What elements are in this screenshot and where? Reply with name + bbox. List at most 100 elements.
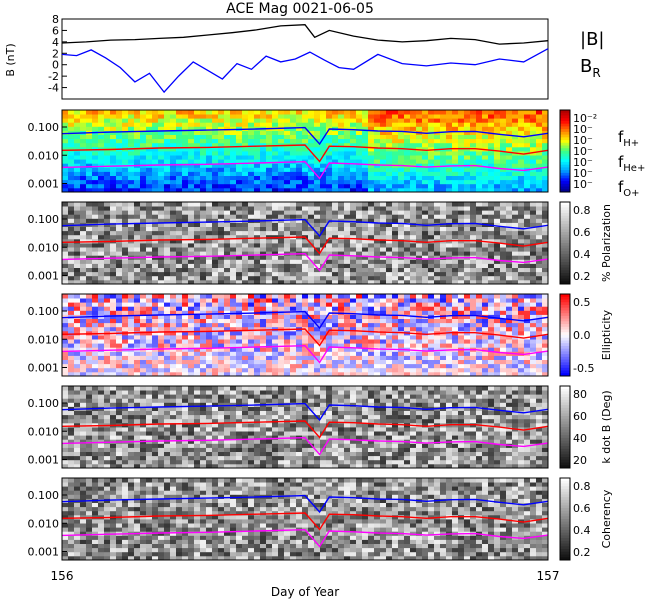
heatmap-cell bbox=[182, 310, 189, 315]
heatmap-cell bbox=[464, 226, 471, 232]
heatmap-cell bbox=[212, 210, 219, 215]
heatmap-cell bbox=[254, 359, 261, 365]
heatmap-cell bbox=[476, 355, 483, 360]
heatmap-cell bbox=[278, 163, 285, 168]
heatmap-cell bbox=[482, 210, 489, 215]
heatmap-cell bbox=[476, 122, 483, 127]
heatmap-cell bbox=[500, 314, 507, 319]
heatmap-cell bbox=[266, 322, 273, 328]
heatmap-cell bbox=[506, 263, 513, 268]
heatmap-cell bbox=[476, 322, 483, 328]
heatmap-cell bbox=[158, 118, 165, 123]
heatmap-cell bbox=[506, 222, 513, 227]
heatmap-cell bbox=[182, 263, 189, 268]
heatmap-cell bbox=[338, 335, 345, 340]
heatmap-cell bbox=[326, 130, 333, 135]
heatmap-cell bbox=[314, 271, 321, 277]
heatmap-cell bbox=[146, 363, 153, 369]
heatmap-cell bbox=[368, 163, 375, 168]
heatmap-cell bbox=[170, 151, 177, 156]
heatmap-cell bbox=[188, 179, 195, 185]
heatmap-cell bbox=[314, 226, 321, 232]
heatmap-cell bbox=[224, 359, 231, 365]
heatmap-cell bbox=[164, 122, 171, 127]
heatmap-cell bbox=[248, 271, 255, 277]
heatmap-cell bbox=[452, 234, 459, 240]
heatmap-cell bbox=[110, 351, 117, 356]
heatmap-cell bbox=[446, 279, 453, 285]
heatmap-cell bbox=[116, 243, 123, 248]
heatmap-cell bbox=[284, 118, 291, 123]
heatmap-cell bbox=[128, 271, 135, 277]
heatmap-cell bbox=[92, 306, 99, 311]
heatmap-cell bbox=[320, 259, 327, 264]
heatmap-cell bbox=[266, 339, 273, 344]
heatmap-cell bbox=[74, 339, 81, 344]
heatmap-cell bbox=[536, 138, 543, 144]
heatmap-cell bbox=[170, 142, 177, 148]
heatmap-cell bbox=[332, 238, 339, 244]
heatmap-cell bbox=[500, 183, 507, 189]
heatmap-cell bbox=[272, 238, 279, 244]
heatmap-cell bbox=[242, 267, 249, 273]
heatmap-cell bbox=[416, 279, 423, 285]
heatmap-cell bbox=[164, 314, 171, 319]
heatmap-cell bbox=[254, 255, 261, 260]
heatmap-cell bbox=[314, 294, 321, 299]
heatmap-cell bbox=[422, 187, 429, 193]
heatmap-cell bbox=[140, 363, 147, 369]
heatmap-cell bbox=[230, 218, 237, 223]
heatmap-cell bbox=[194, 159, 201, 164]
heatmap-cell bbox=[500, 318, 507, 324]
heatmap-cell bbox=[122, 351, 129, 356]
heatmap-cell bbox=[92, 110, 99, 115]
heatmap-cell bbox=[236, 222, 243, 227]
heatmap-cell bbox=[272, 314, 279, 319]
heatmap-cell bbox=[80, 179, 87, 185]
heatmap-cell bbox=[224, 226, 231, 232]
heatmap-cell bbox=[290, 179, 297, 185]
heatmap-cell bbox=[260, 367, 267, 373]
heatmap-cell bbox=[206, 322, 213, 328]
heatmap-cell bbox=[374, 214, 381, 219]
heatmap-cell bbox=[278, 306, 285, 311]
heatmap-cell bbox=[320, 347, 327, 352]
heatmap-cell bbox=[362, 214, 369, 219]
heatmap-cell bbox=[332, 234, 339, 240]
heatmap-cell bbox=[446, 151, 453, 156]
heatmap-cell bbox=[446, 214, 453, 219]
heatmap-cell bbox=[128, 134, 135, 140]
heatmap-cell bbox=[530, 330, 537, 336]
heatmap-cell bbox=[368, 202, 375, 207]
heatmap-cell bbox=[278, 330, 285, 336]
heatmap-cell bbox=[416, 155, 423, 160]
heatmap-cell bbox=[68, 183, 75, 189]
heatmap-cell bbox=[128, 159, 135, 164]
heatmap-cell bbox=[404, 118, 411, 123]
heatmap-cell bbox=[416, 142, 423, 148]
heatmap-cell bbox=[290, 310, 297, 315]
heatmap-cell bbox=[296, 243, 303, 248]
heatmap-cell bbox=[188, 251, 195, 256]
heatmap-cell bbox=[200, 275, 207, 281]
heatmap-cell bbox=[206, 343, 213, 348]
heatmap-cell bbox=[398, 271, 405, 277]
heatmap-cell bbox=[518, 371, 525, 377]
heatmap-cell bbox=[194, 298, 201, 303]
heatmap-cell bbox=[458, 151, 465, 156]
heatmap-cell bbox=[266, 259, 273, 264]
heatmap-cell bbox=[212, 218, 219, 223]
heatmap-cell bbox=[194, 263, 201, 268]
heatmap-cell bbox=[158, 202, 165, 207]
heatmap-cell bbox=[122, 294, 129, 299]
heatmap-cell bbox=[134, 271, 141, 277]
heatmap-cell bbox=[440, 363, 447, 369]
heatmap-cell bbox=[428, 335, 435, 340]
heatmap-cell bbox=[266, 302, 273, 307]
heatmap-cell bbox=[170, 163, 177, 168]
heatmap-cell bbox=[530, 251, 537, 256]
heatmap-cell bbox=[452, 339, 459, 344]
heatmap-cell bbox=[158, 226, 165, 232]
heatmap-cell bbox=[368, 371, 375, 377]
heatmap-cell bbox=[332, 222, 339, 227]
